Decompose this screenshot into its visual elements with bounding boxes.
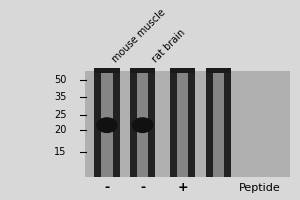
Text: mouse muscle: mouse muscle <box>110 7 167 64</box>
Text: 25: 25 <box>54 110 67 120</box>
FancyBboxPatch shape <box>170 68 195 73</box>
Ellipse shape <box>96 117 118 133</box>
FancyBboxPatch shape <box>177 71 188 177</box>
FancyBboxPatch shape <box>170 71 195 177</box>
FancyBboxPatch shape <box>206 71 231 177</box>
Text: +: + <box>177 181 188 194</box>
FancyBboxPatch shape <box>137 71 148 177</box>
FancyBboxPatch shape <box>213 71 224 177</box>
Text: -: - <box>104 181 110 194</box>
FancyBboxPatch shape <box>94 71 119 177</box>
FancyBboxPatch shape <box>101 71 112 177</box>
FancyBboxPatch shape <box>94 68 119 73</box>
FancyBboxPatch shape <box>130 68 155 73</box>
Text: 15: 15 <box>54 147 67 157</box>
Ellipse shape <box>132 117 153 133</box>
FancyBboxPatch shape <box>206 68 231 73</box>
Text: Peptide: Peptide <box>239 183 281 193</box>
Text: 20: 20 <box>54 125 67 135</box>
Text: -: - <box>140 181 145 194</box>
FancyBboxPatch shape <box>85 71 290 177</box>
Text: 35: 35 <box>54 92 67 102</box>
Text: rat brain: rat brain <box>150 27 187 64</box>
FancyBboxPatch shape <box>130 71 155 177</box>
Text: 50: 50 <box>54 75 67 85</box>
